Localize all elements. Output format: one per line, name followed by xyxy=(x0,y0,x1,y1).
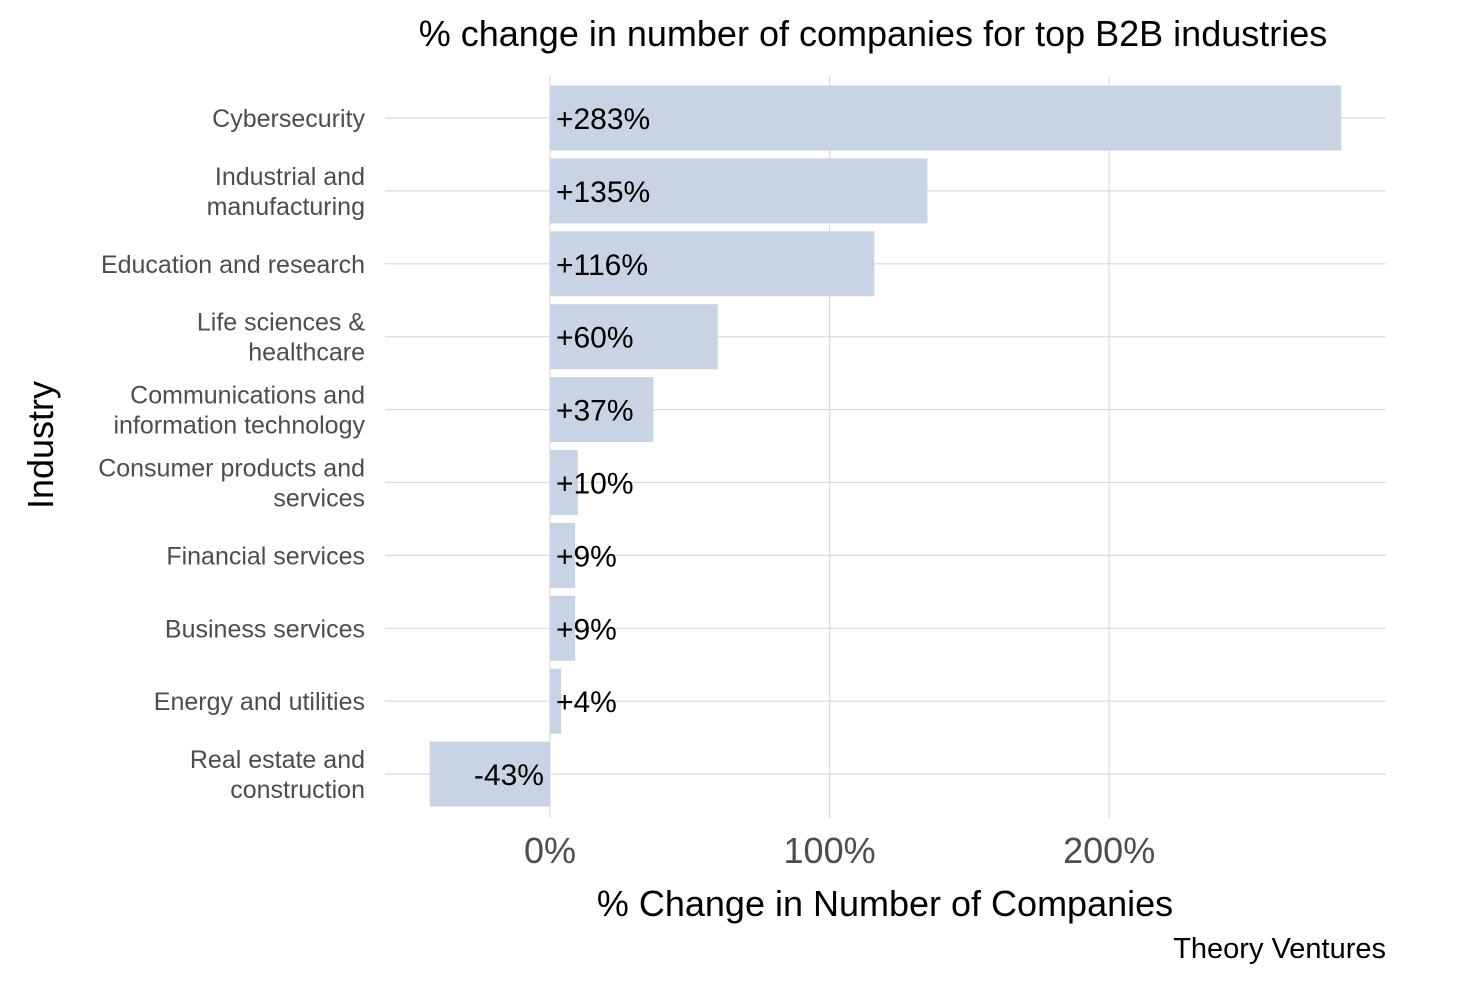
category-label: Education and research xyxy=(101,251,365,279)
bar-data-label: +10% xyxy=(556,468,634,501)
bar-data-label: +283% xyxy=(556,103,650,136)
bar xyxy=(549,595,576,661)
category-label: Cybersecurity xyxy=(212,105,365,133)
x-tick-label: 0% xyxy=(524,830,576,871)
category-label: Financial services xyxy=(166,542,365,570)
chart-title: % change in number of companies for top … xyxy=(419,13,1328,54)
bar-data-label: -43% xyxy=(474,759,544,792)
bar-data-label: +9% xyxy=(556,540,617,573)
category-label: Energy and utilities xyxy=(154,688,365,716)
bar-data-label: +4% xyxy=(556,686,617,719)
category-label: Consumer products and services xyxy=(98,455,365,513)
x-axis-title: % Change in Number of Companies xyxy=(597,883,1173,924)
category-label: Communications and information technology xyxy=(113,382,365,440)
bar xyxy=(549,450,578,515)
x-tick-label: 100% xyxy=(784,830,876,871)
bar-data-label: +135% xyxy=(556,176,650,209)
bar xyxy=(549,304,718,370)
bar xyxy=(429,741,550,807)
bar xyxy=(549,85,1342,151)
x-tick-label-layer: 0% 100% 200% xyxy=(524,830,1155,871)
bar xyxy=(549,231,875,297)
bar-data-label: +9% xyxy=(556,613,617,646)
category-label-layer: Cybersecurity Industrial and manufacturing… xyxy=(98,105,365,804)
bar xyxy=(549,377,654,443)
category-label: Life sciences & healthcare xyxy=(197,309,365,367)
bar-layer xyxy=(429,85,1342,807)
chart-caption: Theory Ventures xyxy=(1173,933,1386,965)
bar-data-label: +116% xyxy=(556,249,648,282)
bar xyxy=(549,522,576,588)
bar xyxy=(549,668,562,734)
x-tick-label: 200% xyxy=(1063,830,1155,871)
data-label-layer: +283% +135% +116% +60% +37% +10% +9% +9% +4% -43% xyxy=(474,103,650,792)
y-axis-title: Industry xyxy=(20,381,61,509)
bar xyxy=(549,158,928,224)
category-label: Real estate and construction xyxy=(190,746,365,804)
bar-data-label: +60% xyxy=(556,322,634,355)
category-label: Business services xyxy=(165,615,365,643)
bar-data-label: +37% xyxy=(556,395,634,428)
category-label: Industrial and manufacturing xyxy=(207,163,365,221)
